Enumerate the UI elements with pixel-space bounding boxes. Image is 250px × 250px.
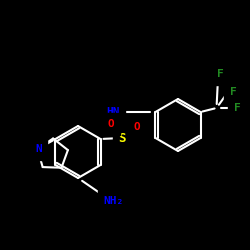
Text: HN: HN xyxy=(106,107,120,117)
Text: F: F xyxy=(230,87,236,97)
Text: N: N xyxy=(35,144,42,154)
Text: F: F xyxy=(216,69,224,79)
Text: O: O xyxy=(134,122,140,132)
Text: S: S xyxy=(118,132,126,145)
Text: O: O xyxy=(108,119,114,129)
Text: F: F xyxy=(234,103,240,113)
Text: NH₂: NH₂ xyxy=(104,196,124,206)
